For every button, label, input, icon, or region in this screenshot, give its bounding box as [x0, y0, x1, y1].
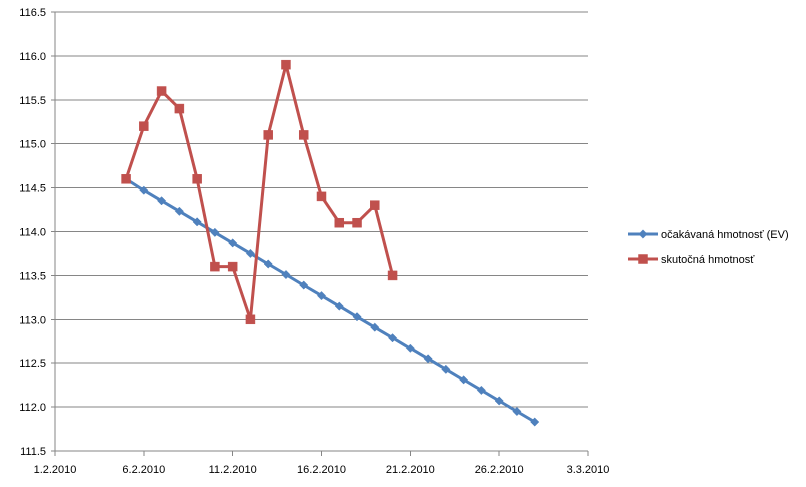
y-tick-label: 115.5 — [19, 95, 46, 107]
data-point-diamond — [157, 196, 167, 206]
data-point-diamond — [228, 238, 238, 248]
y-tick-label: 116.5 — [19, 7, 46, 19]
data-point-diamond — [263, 259, 273, 269]
x-tick-label: 11.2.2010 — [209, 464, 257, 476]
data-point-square — [192, 174, 202, 184]
series-line — [124, 63, 395, 321]
data-point-square — [370, 200, 380, 210]
x-tick-label: 3.3.2010 — [567, 464, 610, 476]
y-tick-label: 115.0 — [19, 139, 46, 151]
data-point-square — [352, 217, 362, 228]
data-point-diamond — [388, 333, 398, 343]
legend-marker — [638, 229, 648, 239]
data-point-square — [298, 130, 309, 140]
data-point-diamond — [299, 280, 309, 290]
data-point-square — [245, 314, 256, 325]
x-tick-label: 21.2.2010 — [386, 464, 435, 476]
legend-item: skutočná hmotnosť — [628, 254, 755, 266]
y-tick-label: 114.0 — [19, 227, 46, 239]
data-point-square — [263, 130, 273, 140]
data-point-diamond — [192, 217, 202, 227]
data-point-square — [316, 191, 327, 202]
data-point-diamond — [405, 343, 415, 353]
y-tick-label: 112.0 — [19, 402, 46, 414]
data-point-square — [139, 121, 149, 131]
series-1 — [121, 174, 540, 427]
data-point-square — [227, 261, 238, 272]
y-tick-label: 113.5 — [19, 270, 46, 282]
x-tick-label: 1.2.2010 — [34, 464, 77, 476]
data-point-square — [174, 103, 185, 114]
data-point-diamond — [423, 354, 433, 364]
y-tick-label: 112.5 — [19, 358, 46, 370]
data-point-square — [210, 261, 220, 272]
x-tick-label: 26.2.2010 — [475, 464, 524, 476]
x-tick-label: 16.2.2010 — [297, 464, 346, 476]
data-point-diamond — [530, 417, 540, 427]
legend-label: skutočná hmotnosť — [661, 254, 755, 266]
data-point-square — [387, 270, 398, 281]
data-point-square — [334, 217, 345, 228]
y-tick-label: 113.0 — [19, 314, 46, 326]
legend-label: očakávaná hmotnosť (EV) — [661, 229, 789, 241]
axes: 111.5 112.0 112.5 113.0 113.5 114.0 114.5 115.0… — [19, 7, 609, 476]
x-tick-label: 6.2.2010 — [122, 464, 165, 476]
data-point-diamond — [459, 375, 469, 385]
data-point-diamond — [174, 206, 184, 216]
data-point-square — [121, 174, 131, 184]
data-point-diamond — [441, 364, 451, 374]
data-point-diamond — [281, 269, 291, 280]
data-point-square — [281, 59, 291, 70]
data-point-diamond — [245, 248, 255, 259]
data-point-diamond — [334, 301, 344, 311]
gridlines — [55, 11, 588, 452]
legend-item: očakávaná hmotnosť (EV) — [628, 229, 789, 241]
data-point-diamond — [512, 406, 522, 417]
y-tick-label: 114.5 — [19, 183, 46, 195]
series-line — [124, 177, 537, 424]
series-2 — [121, 59, 398, 325]
legend: očakávaná hmotnosť (EV) skutočná hmotnosť — [628, 229, 789, 266]
data-point-diamond — [316, 291, 327, 301]
data-point-diamond — [476, 385, 486, 395]
y-tick-label: 111.5 — [20, 446, 46, 458]
data-point-diamond — [370, 322, 380, 332]
data-point-diamond — [352, 312, 362, 322]
data-point-square — [156, 86, 167, 96]
data-point-diamond — [494, 396, 504, 406]
y-tick-label: 116.0 — [19, 51, 46, 63]
series-layer — [121, 59, 540, 427]
data-point-diamond — [139, 185, 149, 195]
data-point-diamond — [210, 227, 220, 237]
legend-marker — [638, 254, 648, 264]
